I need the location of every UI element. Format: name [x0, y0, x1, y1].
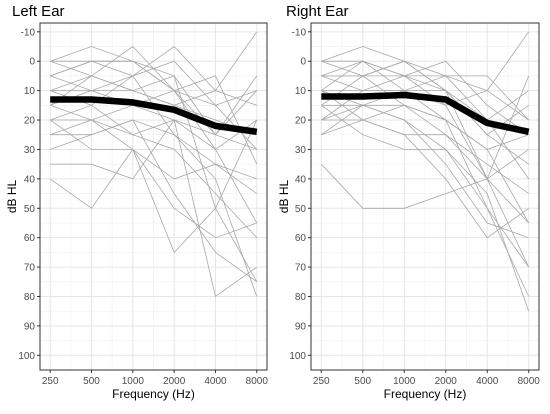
y-tick-label: 100	[18, 351, 35, 362]
y-tick-label: 50	[295, 204, 307, 215]
y-tick-label: 0	[29, 57, 35, 68]
y-tick-label: 40	[295, 174, 307, 185]
individual-audiogram-line	[321, 119, 529, 239]
x-tick-label: 8000	[518, 376, 541, 387]
x-tick-label: 500	[83, 376, 100, 387]
individual-audiogram-line	[50, 119, 258, 194]
mean-audiogram-line	[50, 96, 258, 136]
x-axis-title: Frequency (Hz)	[384, 387, 467, 401]
y-tick-label: 30	[24, 145, 36, 156]
y-tick-label: 50	[24, 204, 36, 215]
x-tick-label: 8000	[246, 376, 269, 387]
y-axis-title: dB HL	[5, 180, 19, 214]
y-tick-label: 60	[24, 233, 36, 244]
left-ear-panel: -10 0 10 20 30 40 50 60 70 80 90 100 250 500 1000 2000 4…	[5, 3, 268, 401]
individual-audiogram-line	[49, 75, 257, 136]
y-tick-label: 20	[24, 116, 36, 127]
individual-audiogram-line	[50, 119, 258, 238]
x-tick-label: 1000	[122, 376, 145, 387]
y-axis-title: dB HL	[277, 180, 291, 214]
individual-audiogram-line	[321, 90, 530, 297]
y-tick-label: 60	[295, 233, 307, 244]
x-tick-label: 4000	[476, 376, 499, 387]
y-tick-label: 70	[295, 263, 307, 274]
individual-audiogram-line	[50, 60, 258, 150]
panel-border	[39, 22, 268, 371]
individual-audiogram-line	[50, 119, 258, 283]
y-tick-label: -10	[21, 27, 36, 38]
individual-audiogram-line	[50, 31, 258, 92]
y-tick-label: 0	[300, 57, 306, 68]
individual-audiogram-line	[321, 119, 529, 194]
individual-audiogram-line	[50, 119, 258, 298]
individual-audiogram-line	[321, 75, 530, 180]
right-ear-panel: -10 0 10 20 30 40 50 60 70 80 90 100 250 500 1000 2000 4…	[277, 3, 540, 401]
individual-audiogram-line	[50, 119, 257, 180]
y-tick-label: 70	[24, 263, 36, 274]
y-tick-label: 90	[24, 321, 36, 332]
y-tick-label: 10	[24, 86, 36, 97]
mean-audiogram-line	[321, 91, 530, 135]
individual-audiogram-line	[321, 163, 529, 224]
individual-audiogram-line	[49, 148, 258, 282]
x-tick-label: 4000	[204, 376, 227, 387]
y-tick-label: 90	[295, 321, 307, 332]
y-tick-label: 40	[24, 174, 36, 185]
individual-audiogram-line	[50, 90, 257, 150]
y-tick-label: 30	[295, 145, 307, 156]
individual-audiogram-line	[321, 75, 530, 268]
panel-title-left-ear: Left Ear	[12, 3, 65, 20]
x-axis-title: Frequency (Hz)	[112, 387, 195, 401]
y-tick-label: 10	[295, 86, 307, 97]
x-tick-label: 1000	[393, 376, 416, 387]
individual-audiogram-line	[49, 119, 257, 239]
y-tick-label: 20	[295, 116, 307, 127]
individual-audiogram-line	[321, 104, 530, 268]
individual-audiogram-line	[321, 90, 529, 150]
y-tick-label: 100	[289, 351, 306, 362]
individual-audiogram-line	[50, 60, 257, 106]
panel-border	[310, 22, 540, 371]
y-tick-label: 80	[295, 292, 307, 303]
panel-title-right-ear: Right Ear	[286, 3, 349, 20]
x-tick-label: 500	[354, 376, 371, 387]
y-tick-label: 80	[24, 292, 36, 303]
individual-audiogram-line	[321, 60, 529, 121]
individual-audiogram-line	[321, 60, 529, 136]
individual-audiogram-line	[321, 104, 529, 239]
y-tick-label: -10	[292, 27, 307, 38]
x-tick-label: 2000	[163, 376, 186, 387]
x-tick-label: 250	[42, 376, 59, 387]
x-tick-label: 250	[313, 376, 330, 387]
x-tick-label: 2000	[435, 376, 458, 387]
